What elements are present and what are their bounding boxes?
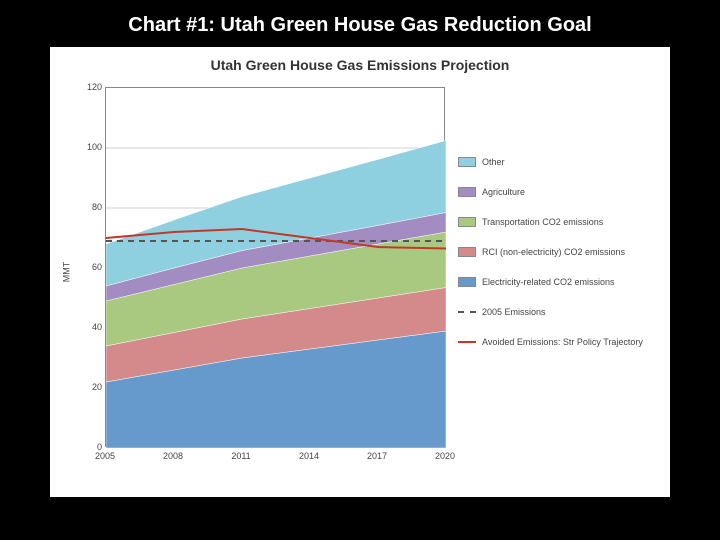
legend-label: Avoided Emissions: Str Policy Trajectory [482, 337, 643, 347]
legend-swatch [458, 157, 476, 167]
legend-item: 2005 Emissions [458, 307, 658, 317]
y-tick: 40 [82, 322, 102, 332]
chart-panel: Utah Green House Gas Emissions Projectio… [50, 47, 670, 497]
x-tick: 2017 [357, 451, 397, 461]
chart-svg [106, 88, 446, 448]
chart-title: Utah Green House Gas Emissions Projectio… [50, 57, 670, 73]
legend-item: Electricity-related CO2 emissions [458, 277, 658, 287]
y-tick: 20 [82, 382, 102, 392]
slide-title: Chart #1: Utah Green House Gas Reduction… [0, 0, 720, 47]
y-tick: 100 [82, 142, 102, 152]
y-tick: 120 [82, 82, 102, 92]
x-tick: 2020 [425, 451, 465, 461]
legend-label: Other [482, 157, 505, 167]
legend: Other Agriculture Transportation CO2 emiss… [458, 157, 658, 367]
legend-swatch [458, 277, 476, 287]
y-tick: 80 [82, 202, 102, 212]
plot-area [105, 87, 445, 447]
x-tick: 2008 [153, 451, 193, 461]
legend-label: Electricity-related CO2 emissions [482, 277, 615, 287]
x-tick: 2005 [85, 451, 125, 461]
legend-label: 2005 Emissions [482, 307, 546, 317]
y-tick: 60 [82, 262, 102, 272]
x-tick: 2014 [289, 451, 329, 461]
legend-item: RCI (non-electricity) CO2 emissions [458, 247, 658, 257]
legend-line-icon [458, 311, 476, 313]
legend-swatch [458, 217, 476, 227]
legend-item: Avoided Emissions: Str Policy Trajectory [458, 337, 658, 347]
legend-swatch [458, 247, 476, 257]
legend-label: RCI (non-electricity) CO2 emissions [482, 247, 625, 257]
legend-label: Transportation CO2 emissions [482, 217, 603, 227]
legend-line-icon [458, 341, 476, 343]
legend-item: Agriculture [458, 187, 658, 197]
legend-item: Other [458, 157, 658, 167]
legend-label: Agriculture [482, 187, 525, 197]
legend-item: Transportation CO2 emissions [458, 217, 658, 227]
x-tick: 2011 [221, 451, 261, 461]
legend-swatch [458, 187, 476, 197]
y-axis-label: MMT [61, 262, 71, 283]
